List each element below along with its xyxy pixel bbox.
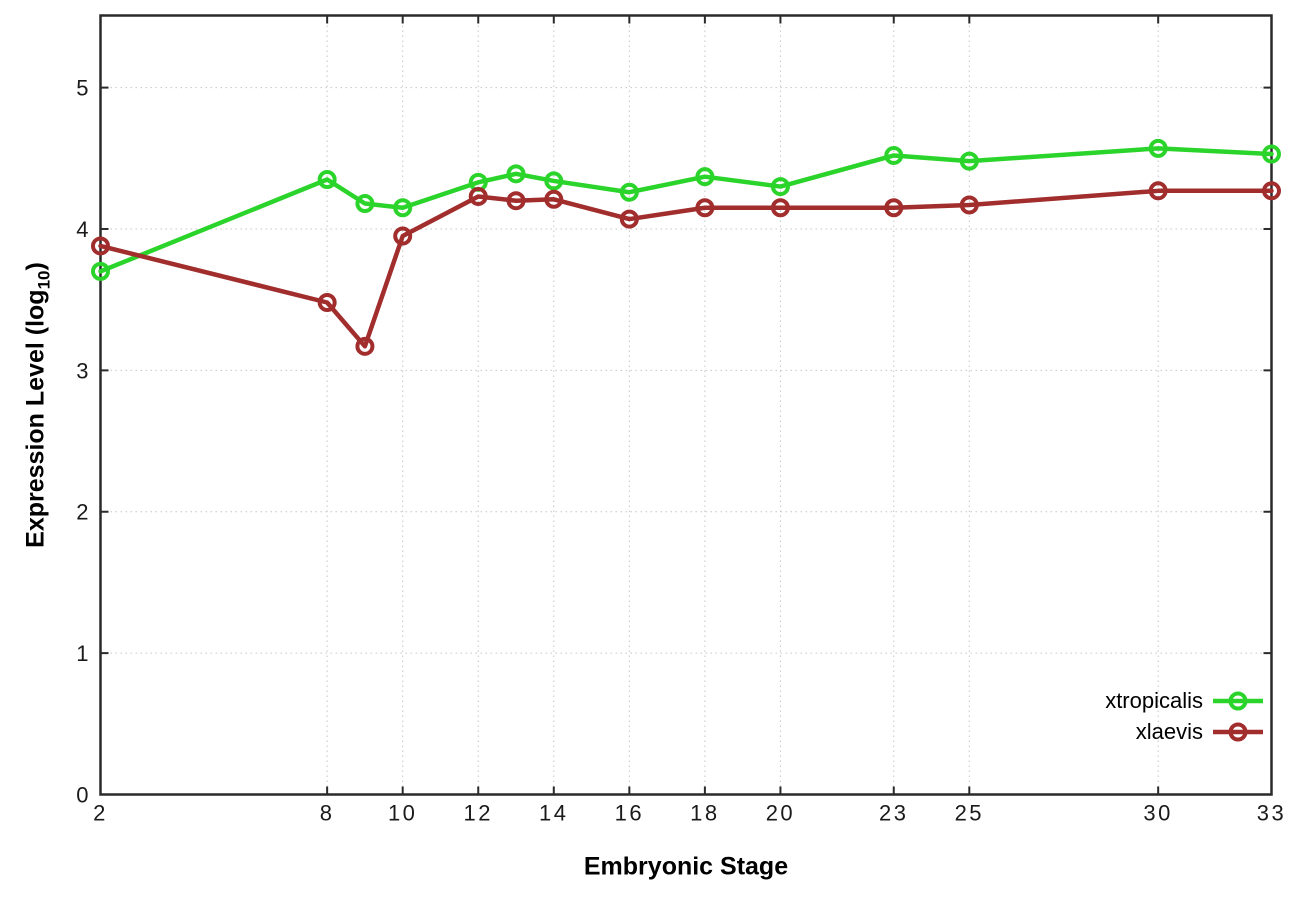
x-axis-title: Embryonic Stage: [583, 852, 789, 881]
legend: xtropicalis xlaevis: [1105, 686, 1264, 746]
data-point-xlaevis: [393, 226, 413, 246]
data-point-xtropicalis: [355, 194, 375, 214]
y-tick-label: 2: [76, 500, 88, 525]
x-tick-label: 25: [955, 801, 984, 826]
x-tick-label: 23: [879, 801, 908, 826]
series-line-xlaevis: [98, 188, 1274, 349]
data-point-xtropicalis: [884, 145, 904, 165]
y-tick-label: 1: [76, 641, 88, 666]
data-point-xlaevis: [91, 236, 110, 256]
data-point-xlaevis: [959, 195, 979, 215]
legend-line-sample-icon: [1213, 722, 1263, 741]
data-point-xtropicalis: [959, 151, 979, 171]
y-axis-title-suffix: ): [21, 262, 50, 271]
x-tick-label: 12: [463, 801, 492, 826]
data-point-xtropicalis: [317, 170, 337, 189]
x-tick-label: 33: [1257, 801, 1286, 826]
x-tick-label: 8: [320, 801, 335, 826]
data-point-xtropicalis: [506, 164, 526, 184]
data-point-xtropicalis: [770, 177, 790, 197]
x-tick-label: 20: [766, 801, 795, 826]
y-tick-label: 4: [76, 217, 88, 242]
data-point-xlaevis: [468, 186, 488, 206]
data-point-xlaevis: [695, 198, 715, 218]
data-point-xlaevis: [355, 336, 375, 356]
y-tick-label: 0: [76, 783, 88, 808]
x-tick-label: 18: [690, 801, 719, 826]
data-point-xlaevis: [506, 191, 526, 211]
x-tick-label: 30: [1143, 801, 1172, 826]
x-tick-label: 16: [615, 801, 644, 826]
legend-row-xtropicalis: xtropicalis: [1105, 686, 1264, 715]
x-tick-label: 10: [388, 801, 417, 826]
data-point-xlaevis: [1262, 181, 1281, 201]
plot-border: [99, 14, 1273, 796]
y-tick-label: 5: [76, 76, 88, 101]
data-point-xtropicalis: [1262, 144, 1281, 164]
data-point-xtropicalis: [544, 171, 564, 191]
data-point-xlaevis: [317, 293, 337, 312]
y-axis-title-text: Expression Level (log: [21, 289, 50, 548]
y-tick-label: 3: [76, 358, 88, 383]
x-tick-label: 2: [93, 801, 108, 826]
data-point-xlaevis: [619, 209, 639, 229]
data-point-xlaevis: [884, 198, 904, 218]
x-tick-label: 14: [539, 801, 568, 826]
data-point-xtropicalis: [393, 198, 413, 218]
data-point-xtropicalis: [619, 182, 639, 202]
legend-label-xtropicalis: xtropicalis: [1105, 687, 1203, 713]
data-point-xlaevis: [1148, 181, 1168, 201]
data-point-xlaevis: [544, 189, 564, 209]
data-point-xlaevis: [770, 198, 790, 218]
data-point-xtropicalis: [91, 261, 110, 281]
data-point-xtropicalis: [695, 167, 715, 187]
y-axis-title-subscript: 10: [34, 270, 54, 290]
y-axis-title: Expression Level (log10): [22, 262, 55, 548]
legend-label-xlaevis: xlaevis: [1135, 718, 1203, 744]
data-point-xtropicalis: [1148, 138, 1168, 158]
legend-row-xlaevis: xlaevis: [1136, 717, 1264, 746]
legend-line-sample-icon: [1213, 691, 1263, 710]
